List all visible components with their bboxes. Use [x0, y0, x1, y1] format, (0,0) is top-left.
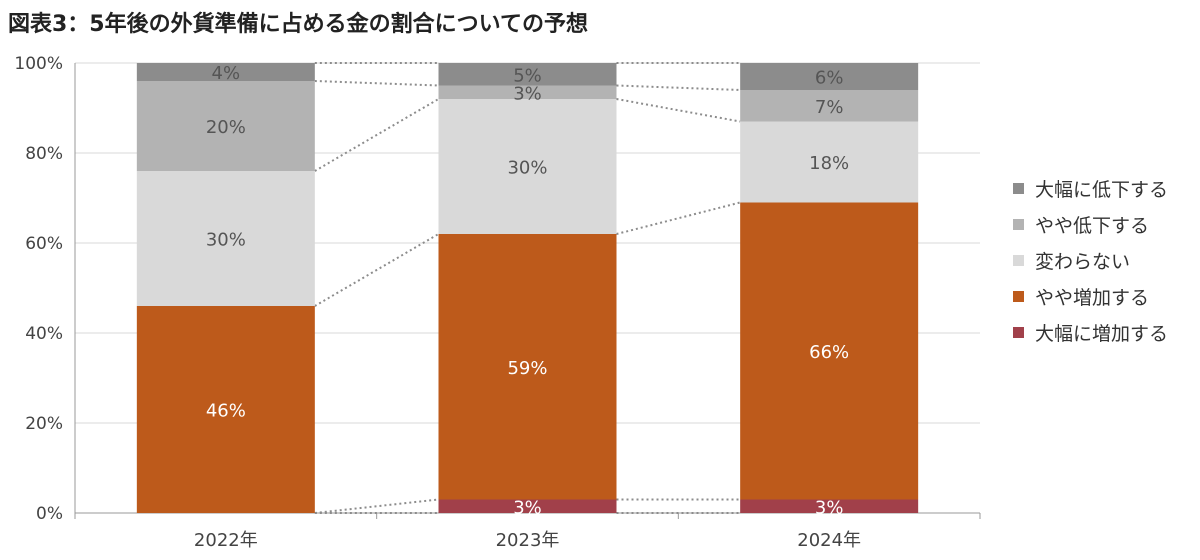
bar-segment	[136, 171, 315, 306]
bar-segment	[740, 90, 919, 122]
bar-segment	[740, 499, 919, 513]
y-tick-label: 80%	[25, 144, 63, 164]
data-label: 18%	[809, 153, 849, 174]
connector-line	[616, 201, 741, 235]
data-label: 3%	[815, 497, 844, 518]
data-label: 6%	[815, 68, 844, 89]
bar-segment	[438, 63, 617, 86]
connector-line	[616, 84, 741, 91]
connector-line	[314, 498, 439, 514]
bar-segment	[136, 81, 315, 171]
data-label: 66%	[809, 342, 849, 363]
bar-segment	[740, 202, 919, 500]
x-category-label: 2024年	[797, 530, 861, 551]
x-category-label: 2023年	[496, 530, 560, 551]
bar-segment	[740, 63, 919, 90]
connector-line	[314, 233, 440, 307]
connector-line	[616, 98, 741, 123]
data-label: 5%	[513, 65, 542, 86]
legend-swatch	[1013, 291, 1024, 302]
bar-segment	[136, 306, 315, 513]
bar-segment	[438, 99, 617, 234]
data-label: 20%	[206, 117, 246, 138]
data-label: 4%	[212, 63, 241, 84]
legend-swatch	[1013, 183, 1024, 194]
legend-swatch	[1013, 219, 1024, 230]
connector-line	[314, 98, 440, 172]
legend-swatch	[1013, 327, 1024, 338]
chart-title: 図表3：5年後の外貨準備に占める金の割合についての予想	[8, 12, 588, 37]
y-tick-label: 0%	[36, 504, 63, 524]
y-tick-label: 60%	[25, 234, 63, 254]
legend-label: やや増加する	[1035, 287, 1149, 309]
data-label: 30%	[206, 230, 246, 251]
legend-label: やや低下する	[1035, 215, 1149, 237]
bar-segment	[438, 85, 617, 99]
data-label: 30%	[507, 158, 547, 179]
legend-label: 変わらない	[1035, 251, 1130, 273]
y-tick-label: 40%	[25, 324, 63, 344]
legend-swatch	[1013, 255, 1024, 266]
bar-segment	[438, 499, 617, 513]
y-tick-label: 100%	[14, 54, 63, 74]
connector-line	[314, 80, 439, 87]
legend-label: 大幅に低下する	[1035, 179, 1168, 201]
bar-segment	[136, 63, 315, 81]
data-label: 7%	[815, 97, 844, 118]
data-label: 59%	[507, 358, 547, 379]
y-tick-label: 20%	[25, 414, 63, 434]
data-label: 3%	[513, 497, 542, 518]
data-label: 3%	[513, 83, 542, 104]
bar-segment	[438, 234, 617, 500]
legend-label: 大幅に増加する	[1035, 323, 1168, 345]
data-label: 46%	[206, 401, 246, 422]
bar-segment	[740, 121, 919, 203]
x-category-label: 2022年	[194, 530, 258, 551]
